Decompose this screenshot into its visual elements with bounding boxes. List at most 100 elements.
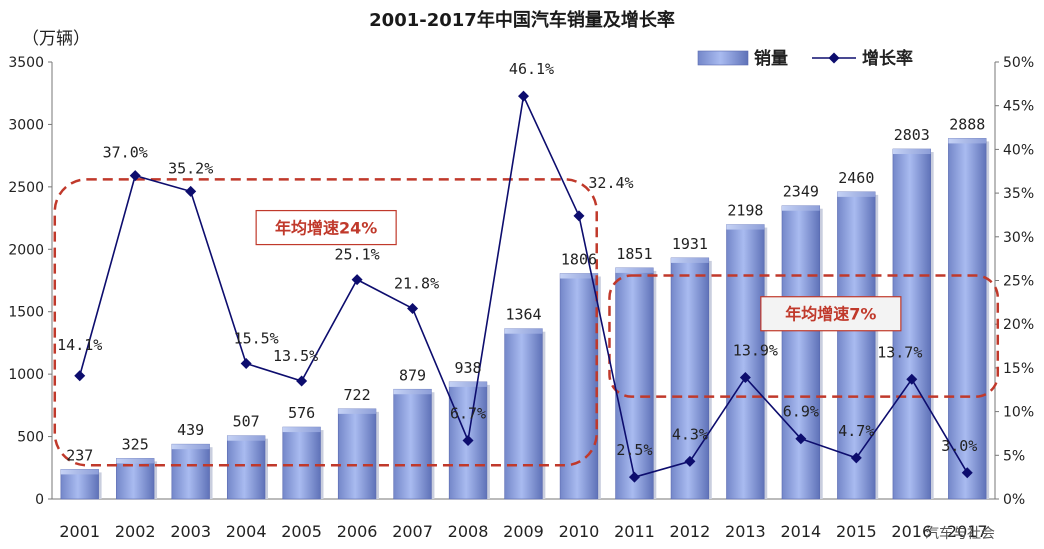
x-tick-label: 2005 (281, 522, 322, 541)
bar-value-label: 1851 (616, 245, 652, 263)
bar-value-label: 2198 (727, 202, 763, 220)
y-tick-label: 3500 (8, 55, 44, 71)
chart-title: 2001-2017年中国汽车销量及增长率 (369, 9, 675, 31)
growth-rate-label: 2.5% (616, 441, 652, 459)
bar (948, 138, 987, 500)
bar-value-label: 2888 (949, 115, 985, 133)
y2-tick-label: 15% (1003, 361, 1034, 377)
growth-rate-label: 32.4% (588, 174, 633, 192)
bar-top (171, 444, 210, 450)
y-tick-label: 2500 (8, 180, 44, 196)
bar-top (504, 328, 543, 334)
line-series (74, 90, 973, 483)
growth-rate-point (296, 375, 308, 387)
growth-rate-label: 4.7% (838, 422, 874, 440)
bar-value-label: 439 (177, 421, 204, 439)
y2-tick-label: 40% (1003, 142, 1034, 158)
bar-top (560, 273, 598, 279)
y2-tick-label: 25% (1003, 274, 1034, 290)
growth-rate-point (518, 90, 529, 102)
y-tick-label: 500 (17, 430, 44, 446)
x-tick-label: 2008 (448, 522, 489, 541)
growth-rate-point (351, 274, 363, 286)
x-tick-label: 2007 (392, 522, 433, 541)
growth-rate-point (407, 302, 419, 314)
growth-rate-label: 6.7% (450, 404, 486, 422)
x-tick-label: 2015 (836, 522, 877, 541)
y-tick-label: 1000 (8, 367, 44, 383)
growth-rate-label: 35.2% (168, 159, 213, 177)
legend-bar-label: 销量 (754, 48, 788, 69)
growth-rate-label: 13.9% (733, 342, 778, 360)
bar-top (227, 435, 266, 441)
growth-rate-point (573, 210, 585, 222)
y-axis-unit: （万辆） (22, 29, 90, 49)
bar-series (60, 138, 990, 500)
growth-rate-label: 3.0% (941, 437, 977, 455)
axes: 0 500 1000 1500 2000 2500 3000 3500 0% 5% 10% 15% 20… (8, 55, 1034, 541)
y2-tick-label: 50% (1003, 55, 1034, 71)
bar-value-label: 576 (288, 404, 315, 422)
bar (337, 408, 377, 500)
bar-top (892, 149, 931, 155)
growth-rate-point (906, 373, 918, 385)
annotation-region-2011-2017 (608, 274, 1000, 398)
bar-value-label: 237 (66, 446, 93, 464)
bar-value-label: 2460 (838, 169, 874, 187)
growth-rate-point (739, 372, 751, 384)
bar (226, 435, 266, 500)
growth-rate-point (462, 434, 474, 446)
y2-tick-label: 5% (1003, 448, 1025, 464)
growth-rate-point (74, 370, 86, 382)
x-tick-label: 2014 (780, 522, 821, 541)
bar (781, 205, 821, 500)
bar-top (449, 381, 487, 387)
growth-rate-point (795, 433, 807, 445)
annotation-box (255, 209, 397, 246)
x-tick-label: 2001 (59, 522, 100, 541)
growth-rate-point (850, 452, 862, 464)
x-tick-label: 2012 (670, 522, 711, 541)
growth-rate-point (628, 471, 640, 483)
x-tick-label: 2011 (614, 522, 655, 541)
bar-value-label: 2349 (783, 183, 819, 201)
y-tick-label: 3000 (8, 117, 44, 133)
bar-top (726, 224, 765, 230)
data-labels: 237 325 439 507 576 722 879 938 1364 1806 1851 1931… (57, 60, 985, 464)
y-tick-label: 0 (35, 492, 44, 508)
x-tick-label: 2017 (947, 522, 988, 541)
growth-rate-label: 14.1% (57, 336, 102, 354)
bar-top (837, 191, 876, 197)
bar-top (781, 205, 820, 211)
growth-rate-label: 4.3% (672, 425, 708, 443)
bar-value-label: 1931 (672, 235, 708, 253)
bar (282, 426, 321, 500)
legend-line-label: 增长率 (862, 48, 913, 69)
annotation-box (760, 296, 902, 332)
bar-value-label: 1806 (561, 251, 597, 269)
growth-rate-label: 21.8% (394, 274, 439, 292)
bar-value-label: 325 (122, 435, 149, 453)
x-tick-label: 2013 (725, 522, 766, 541)
x-tick-label: 2004 (226, 522, 267, 541)
growth-rate-point (961, 467, 973, 479)
bar (171, 443, 210, 500)
y2-tick-label: 20% (1003, 317, 1034, 333)
annotation-label-7: 年均增速7% (785, 305, 876, 324)
annotation-label-24: 年均增速24% (275, 219, 377, 238)
bar (837, 191, 876, 500)
annotations: 年均增速24% 年均增速7% (53, 178, 1000, 467)
x-tick-label: 2009 (503, 522, 544, 541)
x-tick-label: 2003 (170, 522, 211, 541)
y-tick-label: 2000 (8, 242, 44, 258)
x-tick-label: 2006 (337, 522, 378, 541)
bar-value-label: 722 (344, 386, 371, 404)
y2-tick-label: 30% (1003, 230, 1034, 246)
bar (559, 273, 599, 500)
x-tick-label: 2016 (891, 522, 932, 541)
legend: 销量 增长率 (697, 48, 913, 69)
bar-value-label: 1364 (505, 306, 541, 324)
bar (615, 267, 654, 500)
x-tick-label: 2010 (559, 522, 600, 541)
